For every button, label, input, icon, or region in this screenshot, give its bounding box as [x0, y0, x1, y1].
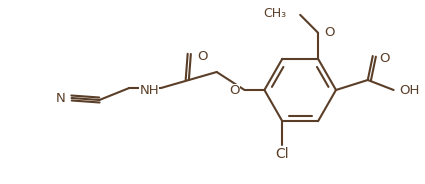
Text: CH₃: CH₃ — [263, 7, 286, 20]
Text: O: O — [197, 49, 207, 63]
Text: O: O — [229, 84, 240, 96]
Text: NH: NH — [139, 84, 159, 98]
Text: O: O — [324, 26, 334, 39]
Text: O: O — [380, 52, 390, 65]
Text: N: N — [56, 93, 65, 105]
Text: Cl: Cl — [275, 147, 289, 161]
Text: OH: OH — [400, 84, 420, 96]
